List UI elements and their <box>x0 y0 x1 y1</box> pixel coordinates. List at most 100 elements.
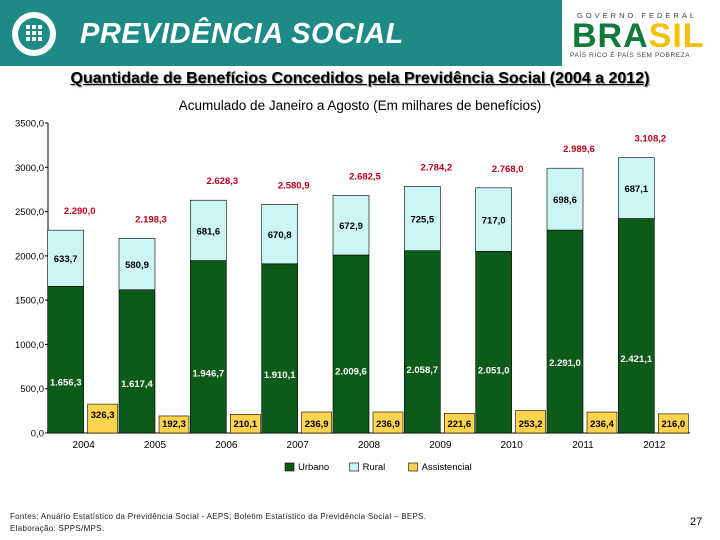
bar-urbano <box>47 285 84 434</box>
legend-swatch <box>284 462 295 472</box>
x-category-label: 2007 <box>287 440 310 451</box>
label-urbano: 1.946,7 <box>192 369 224 380</box>
label-urbano: 2.051,0 <box>478 365 510 376</box>
y-tick-label: 2500,0 <box>15 207 44 218</box>
label-assistencial: 192,3 <box>162 419 186 430</box>
legend-swatch <box>408 462 418 472</box>
label-rural: 681,6 <box>196 226 220 237</box>
label-rural: 687,1 <box>624 184 648 195</box>
government-line: GOVERNO FEDERAL <box>576 11 697 20</box>
label-assistencial: 210,1 <box>233 419 257 430</box>
label-total: 2.768,0 <box>492 164 524 175</box>
bar-urbano <box>118 289 156 434</box>
label-assistencial: 216,0 <box>661 419 685 430</box>
bar-rural <box>261 204 298 265</box>
legend-label: Urbano <box>298 462 329 473</box>
label-rural: 725,5 <box>410 215 434 226</box>
bar-rural <box>546 167 584 231</box>
label-urbano: 1.617,4 <box>121 379 153 390</box>
bar-assistencial <box>515 410 546 434</box>
bar-assistencial <box>658 413 689 434</box>
label-total: 2.580,9 <box>278 180 310 191</box>
bar-urbano <box>618 218 655 434</box>
legend-swatch <box>349 462 359 472</box>
y-tick-label: 3000,0 <box>15 163 44 174</box>
label-total: 2.198,3 <box>135 214 167 225</box>
label-urbano: 1.910,1 <box>264 370 296 381</box>
y-tick-label: 500,0 <box>20 384 44 395</box>
bar-urbano <box>332 254 370 434</box>
legend-label: Rural <box>363 462 386 473</box>
x-category-label: 2012 <box>643 440 666 451</box>
label-assistencial: 326,3 <box>91 410 115 421</box>
label-total: 2.784,2 <box>420 162 452 173</box>
country-wordmark-a: BRA <box>572 17 649 55</box>
label-assistencial: 236,9 <box>305 419 329 430</box>
label-rural: 580,9 <box>125 260 149 271</box>
bar-urbano <box>190 260 227 434</box>
legend-label: Assistencial <box>422 462 472 473</box>
bar-urbano <box>404 250 441 434</box>
x-category-label: 2006 <box>215 440 238 451</box>
x-category-label: 2008 <box>358 440 381 451</box>
label-total: 2.628,3 <box>206 176 238 187</box>
bar-assistencial <box>444 413 475 434</box>
label-assistencial: 236,4 <box>590 419 614 430</box>
bar-assistencial <box>158 415 190 434</box>
country-wordmark-b: SIL <box>648 17 705 55</box>
label-rural: 717,0 <box>482 216 506 227</box>
label-total: 2.682,5 <box>349 171 381 182</box>
bar-assistencial <box>301 411 332 434</box>
y-tick-label: 0,0 <box>31 429 44 440</box>
bar-assistencial <box>586 411 618 434</box>
bar-rural <box>618 157 655 219</box>
source-text: Fontes: Anuário Estatístico da Previdênc… <box>10 512 427 521</box>
country-wordmark: BRASIL <box>572 18 705 54</box>
source-note: Fontes: Anuário Estatístico da Previdênc… <box>10 511 426 535</box>
label-rural: 633,7 <box>54 254 78 265</box>
y-tick-label: 1000,0 <box>15 340 44 351</box>
bar-rural <box>190 199 227 261</box>
label-rural: 670,8 <box>268 230 292 241</box>
government-slogan: PAÍS RICO É PAÍS SEM POBREZA <box>570 52 691 59</box>
label-urbano: 2.009,6 <box>335 367 367 378</box>
stacked-bar-chart: 0,0 500,0 1000,0 1500,0 2000,0 2500,0 3000,0 35… <box>15 119 690 473</box>
label-urbano: 2.058,7 <box>406 365 438 376</box>
x-category-label: 2011 <box>572 440 594 451</box>
page-number: 27 <box>690 516 703 528</box>
x-category-label: 2005 <box>144 440 167 451</box>
brand-title: PREVIDÊNCIA SOCIAL <box>80 18 404 50</box>
label-total: 2.290,0 <box>64 206 96 217</box>
label-assistencial: 253,2 <box>519 419 543 430</box>
y-tick-label: 3500,0 <box>15 119 44 130</box>
chart-subtitle: Acumulado de Janeiro a Agosto (Em milhar… <box>178 98 542 113</box>
bar-urbano <box>546 229 584 434</box>
bar-rural <box>47 229 84 287</box>
previdencia-logo-icon <box>12 12 56 56</box>
label-urbano: 2.291,0 <box>549 358 581 369</box>
label-urbano: 1.656,3 <box>50 378 82 389</box>
bar-urbano <box>261 263 298 434</box>
prepared-by-text: Elaboração: SPPS/MPS. <box>10 524 105 533</box>
label-assistencial: 236,9 <box>376 419 400 430</box>
x-category-label: 2010 <box>501 440 524 451</box>
bar-rural <box>118 237 156 291</box>
label-rural: 698,6 <box>553 195 577 206</box>
x-category-label: 2004 <box>73 440 96 451</box>
y-tick-label: 1500,0 <box>15 296 44 307</box>
y-tick-label: 2000,0 <box>15 251 44 262</box>
bar-assistencial <box>87 403 118 434</box>
bar-assistencial <box>372 411 404 434</box>
label-urbano: 2.421,1 <box>620 354 652 365</box>
bar-urbano <box>475 251 512 434</box>
government-logo: GOVERNO FEDERAL BRASIL PAÍS RICO É PAÍS … <box>562 0 720 66</box>
chart-title: Quantidade de Benefícios Concedidos pela… <box>70 70 650 87</box>
label-total: 3.108,2 <box>634 134 666 145</box>
label-rural: 672,9 <box>339 221 363 232</box>
label-assistencial: 221,6 <box>447 419 471 430</box>
x-category-label: 2009 <box>429 440 452 451</box>
label-total: 2.989,6 <box>563 144 595 155</box>
bar-rural <box>404 186 441 251</box>
bar-rural <box>475 187 512 252</box>
bar-rural <box>332 195 370 256</box>
